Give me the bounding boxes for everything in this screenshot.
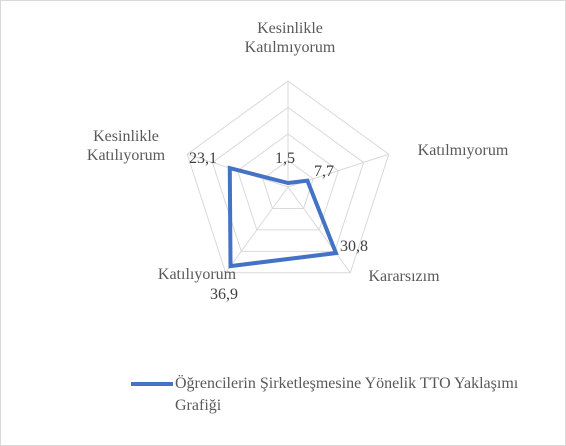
data-label: 30,8 bbox=[340, 238, 368, 255]
category-label: Kesinlikle Katılıyorum bbox=[86, 128, 166, 164]
legend-label: Öğrencilerin Şirketleşmesine Yönelik TTO… bbox=[175, 375, 519, 414]
data-label: 36,9 bbox=[210, 286, 238, 303]
series-line bbox=[227, 165, 339, 269]
spoke bbox=[287, 186, 351, 274]
data-label: 23,1 bbox=[189, 150, 217, 167]
data-label: 7,7 bbox=[314, 163, 334, 180]
grid-ring bbox=[186, 80, 390, 274]
category-label: Katılıyorum bbox=[157, 266, 237, 283]
grid-ring bbox=[237, 133, 339, 231]
category-label: Kesinlikle Katılmıyorum bbox=[244, 20, 336, 56]
grid-ring bbox=[211, 106, 365, 252]
legend-swatch bbox=[131, 382, 173, 386]
category-label: Katılmıyorum bbox=[417, 142, 509, 159]
data-label: 1,5 bbox=[275, 150, 295, 167]
legend: Öğrencilerin Şirketleşmesine Yönelik TTO… bbox=[131, 373, 551, 417]
category-label: Kararsızım bbox=[368, 268, 440, 285]
spoke bbox=[225, 186, 289, 274]
